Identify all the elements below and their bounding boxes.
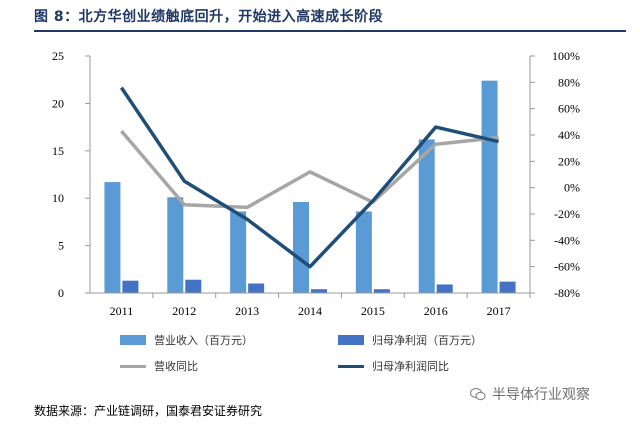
legend-swatch (120, 335, 146, 345)
left-tick-label: 20 (52, 96, 64, 110)
right-tick-label: 80% (558, 75, 580, 89)
right-tick-label: 20% (558, 154, 580, 168)
axes: 2011 2012 2013 2014 2015 2016 2017 0 5 10 15 20 25 -8… (52, 49, 580, 318)
growth-lines (119, 86, 499, 269)
left-tick-label: 15 (52, 144, 64, 158)
legend-label: 归母净利润同比 (372, 360, 449, 373)
legend-label: 营收同比 (154, 360, 198, 373)
title-rule (34, 30, 626, 32)
left-tick-label: 5 (58, 239, 64, 253)
revenue-bars (104, 80, 498, 293)
legend-label: 营业收入（百万元） (154, 334, 253, 347)
profit-bar-2011 (122, 280, 139, 293)
revenue-bar-2012 (167, 197, 184, 293)
right-tick-label: -20% (554, 207, 580, 221)
profit-bar-2015 (373, 289, 390, 293)
x-tick-label: 2011 (110, 304, 134, 318)
right-tick-label: 0% (564, 181, 580, 195)
revenue-bar-2016 (418, 139, 435, 293)
right-tick-label: -80% (554, 286, 580, 300)
watermark: 半导体行业观察 (470, 384, 590, 404)
x-tick-label: 2016 (424, 304, 448, 318)
right-tick-label: 100% (552, 49, 580, 63)
right-tick-label: -40% (554, 233, 580, 247)
watermark-text: 半导体行业观察 (492, 387, 590, 403)
legend-label: 归母净利润（百万元） (372, 334, 482, 347)
legend-swatch (338, 335, 364, 345)
legend-swatch (120, 364, 146, 368)
profit-bar-2012 (185, 279, 202, 293)
right-tick-label: -60% (554, 260, 580, 274)
wechat-icon (470, 387, 486, 401)
x-tick-label: 2014 (298, 304, 322, 318)
legend-item-profit-yoy: 归母净利润同比 (338, 358, 449, 374)
x-tick-label: 2013 (235, 304, 259, 318)
revenue-bar-2013 (230, 211, 247, 293)
profit-bar-2016 (436, 284, 453, 293)
left-tick-label: 0 (58, 286, 64, 300)
legend-item-profit: 归母净利润（百万元） (338, 332, 482, 348)
revenue-bar-2017 (481, 80, 498, 293)
legend-item-revenue: 营业收入（百万元） (120, 332, 253, 348)
figure-title: 图 8：北方华创业绩触底回升，开始进入高速成长阶段 (34, 9, 384, 25)
revenue-bar-2015 (355, 211, 372, 293)
right-tick-label: 60% (558, 102, 580, 116)
profit-bar-2013 (248, 283, 265, 293)
left-tick-label: 10 (52, 191, 64, 205)
revenue-yoy-line (120, 129, 499, 210)
revenue-bar-2011 (104, 182, 121, 293)
legend-swatch (338, 364, 364, 368)
x-tick-label: 2012 (172, 304, 196, 318)
legend-item-revenue-yoy: 营收同比 (120, 358, 198, 374)
profit-bar-2014 (311, 289, 327, 293)
right-tick-label: 40% (558, 128, 580, 142)
source-note: 数据来源：产业链调研，国泰君安证券研究 (34, 404, 263, 418)
profit-yoy-line (119, 86, 499, 269)
revenue-bar-2014 (293, 201, 309, 293)
x-tick-label: 2015 (361, 304, 385, 318)
x-tick-label: 2017 (487, 304, 511, 318)
left-tick-label: 25 (52, 49, 64, 63)
profit-bars (122, 279, 516, 293)
profit-bar-2017 (499, 281, 516, 293)
